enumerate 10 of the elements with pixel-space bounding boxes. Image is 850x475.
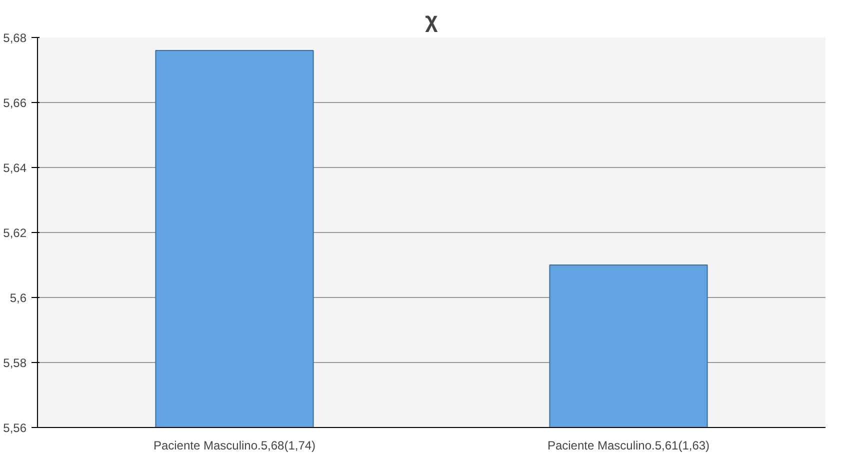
y-tick-label: 5,58	[3, 356, 27, 370]
y-tick-label: 5,66	[3, 96, 27, 110]
chart-title: χ	[425, 8, 438, 32]
y-tick-label: 5,56	[3, 421, 27, 435]
y-tick-label: 5,68	[3, 31, 27, 45]
x-tick-label: Paciente Masculino.5,61(1,63)	[547, 438, 710, 452]
y-tick-label: 5,64	[3, 161, 27, 175]
y-tick-label: 5,62	[3, 226, 27, 240]
y-tick-label: 5,6	[10, 291, 27, 305]
x-tick-label: Paciente Masculino.5,68(1,74)	[153, 438, 316, 452]
